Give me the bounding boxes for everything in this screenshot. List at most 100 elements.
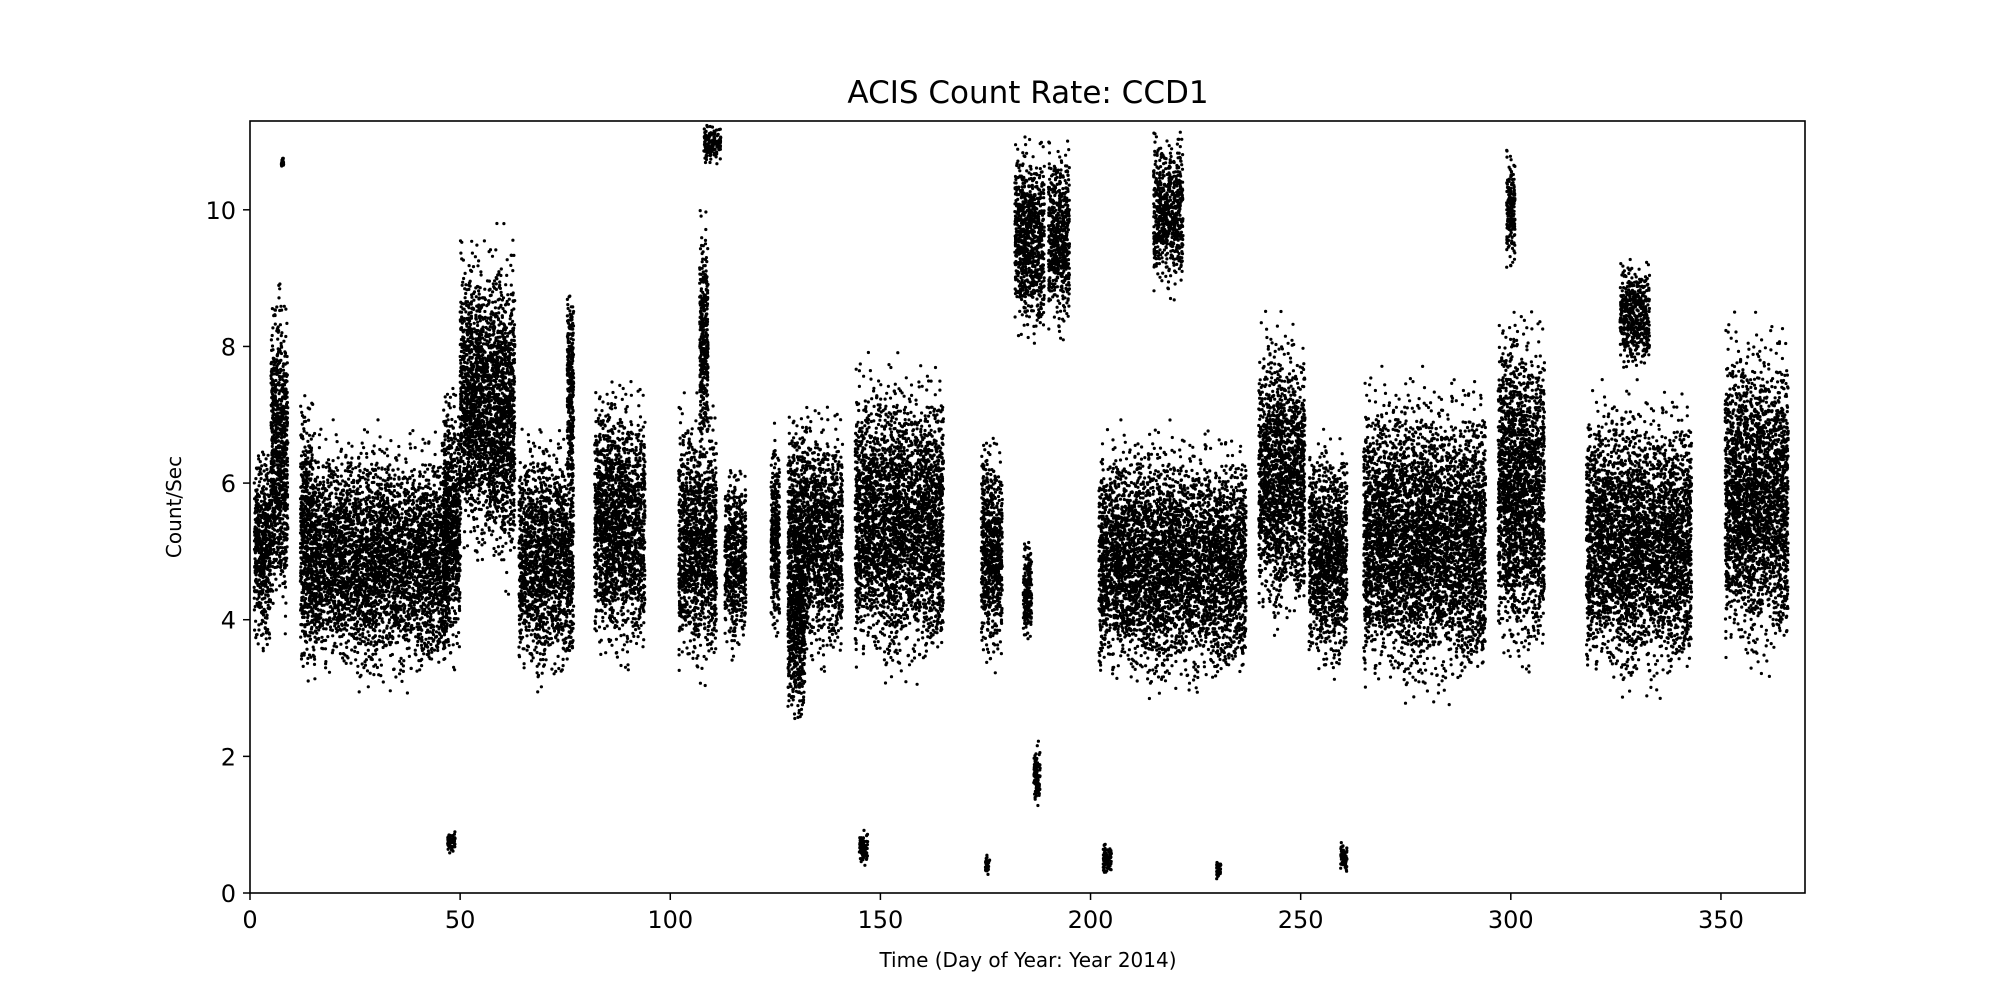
data-point [267, 581, 271, 585]
data-point [253, 557, 257, 561]
data-point [281, 448, 285, 452]
data-point [372, 525, 376, 529]
data-point [285, 420, 289, 424]
data-point [307, 470, 311, 474]
data-point [359, 509, 363, 513]
data-point [284, 402, 289, 406]
data-point [265, 613, 269, 617]
data-point [301, 502, 305, 506]
data-point [266, 453, 270, 457]
data-point [282, 563, 286, 568]
data-point [300, 652, 304, 656]
data-point [272, 517, 277, 521]
data-point [286, 463, 290, 467]
data-point [352, 478, 356, 482]
data-point [253, 506, 257, 510]
data-point [284, 415, 288, 419]
data-point [373, 492, 377, 496]
data-point [276, 528, 280, 532]
data-point [272, 461, 276, 465]
data-point [388, 522, 392, 527]
data-point [258, 605, 262, 610]
data-point [341, 656, 345, 660]
data-point [348, 609, 352, 613]
data-point [326, 635, 330, 639]
data-point [321, 475, 325, 480]
data-point [439, 594, 443, 598]
data-point [312, 484, 316, 488]
data-point [306, 604, 311, 608]
data-point [302, 429, 306, 433]
data-point [264, 631, 269, 635]
data-point [306, 439, 310, 443]
data-point [411, 429, 415, 433]
data-point [310, 625, 314, 629]
data-point [435, 556, 439, 560]
data-point [391, 585, 395, 589]
data-point [270, 535, 274, 539]
data-point [415, 583, 419, 588]
data-point [282, 481, 286, 485]
data-point [267, 556, 272, 560]
data-point [302, 572, 306, 576]
data-point [303, 453, 307, 457]
data-point [263, 478, 267, 482]
data-point [418, 574, 422, 578]
data-point [304, 530, 308, 534]
data-point [411, 578, 416, 582]
data-point [301, 615, 305, 620]
data-point [284, 379, 288, 383]
data-point [399, 485, 403, 489]
data-point [261, 588, 265, 592]
data-point [389, 626, 393, 630]
data-point [361, 632, 365, 636]
data-point [350, 544, 354, 548]
data-point [255, 517, 259, 521]
data-point [366, 609, 370, 613]
data-point [284, 307, 288, 311]
data-point [271, 601, 275, 606]
data-point [345, 645, 349, 650]
data-point [278, 411, 282, 415]
data-point [259, 472, 263, 476]
data-point [264, 589, 269, 594]
data-point [278, 456, 282, 460]
data-point [257, 628, 261, 632]
data-point [385, 626, 389, 630]
data-point [280, 331, 284, 335]
data-point [282, 472, 286, 476]
data-point [284, 549, 288, 553]
data-point [260, 516, 264, 520]
data-point [309, 631, 313, 635]
data-point [430, 650, 434, 654]
data-point [285, 411, 290, 415]
data-point [257, 600, 261, 605]
data-point [387, 473, 391, 477]
data-point [299, 473, 303, 477]
data-point [255, 501, 259, 505]
data-point [257, 550, 261, 555]
data-point [274, 440, 278, 445]
data-point [279, 470, 283, 475]
data-point [259, 586, 263, 590]
data-point [302, 415, 306, 419]
data-point [282, 484, 286, 488]
data-point [355, 671, 360, 675]
data-point [278, 555, 282, 559]
data-point [435, 578, 439, 582]
data-point [272, 464, 276, 468]
data-point [255, 589, 259, 593]
data-point [375, 618, 379, 623]
data-point [394, 675, 398, 679]
data-point [395, 544, 399, 548]
data-point [270, 444, 274, 448]
data-point [386, 476, 390, 480]
data-point [269, 479, 273, 483]
data-point [353, 649, 357, 654]
data-point [423, 441, 427, 445]
data-point [281, 368, 286, 372]
data-point [307, 473, 311, 477]
data-point [304, 513, 308, 517]
data-point [258, 467, 263, 471]
data-point [382, 504, 386, 509]
